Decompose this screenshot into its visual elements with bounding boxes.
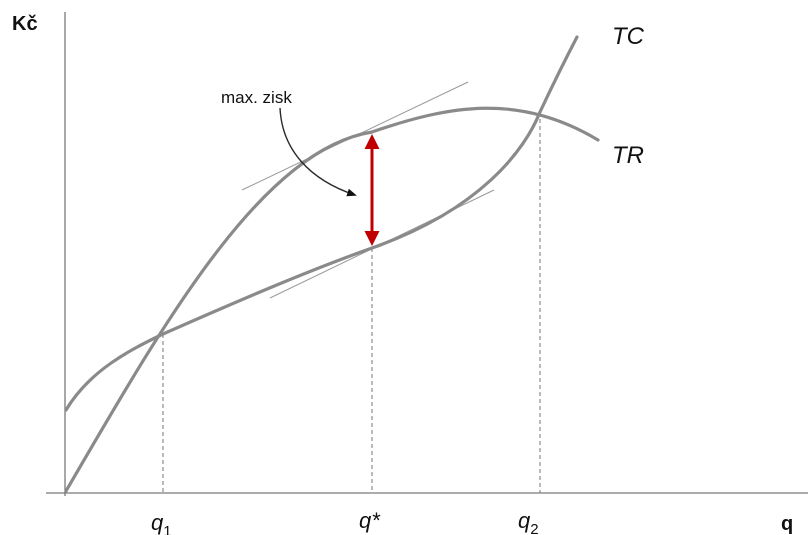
q2-tick-base: q <box>518 508 531 533</box>
q1-tick-label: q1 <box>151 510 172 535</box>
tc-curve-label: TC <box>612 23 645 50</box>
q1-tick-subscript: 1 <box>163 523 171 535</box>
annotation-label: max. zisk <box>221 88 292 107</box>
annotation-pointer-arrow <box>279 107 357 197</box>
tc-curve <box>64 35 579 412</box>
tr-curve-label: TR <box>612 142 644 169</box>
q2-tick-label: q2 <box>518 508 539 535</box>
q-star-tick-label: q* <box>359 508 381 533</box>
q1-tick-base: q <box>151 510 164 535</box>
q2-tick-subscript: 2 <box>530 521 538 535</box>
tr-curve <box>64 106 600 493</box>
x-axis-label: q <box>781 513 793 535</box>
y-axis-label: Kč <box>12 13 38 35</box>
